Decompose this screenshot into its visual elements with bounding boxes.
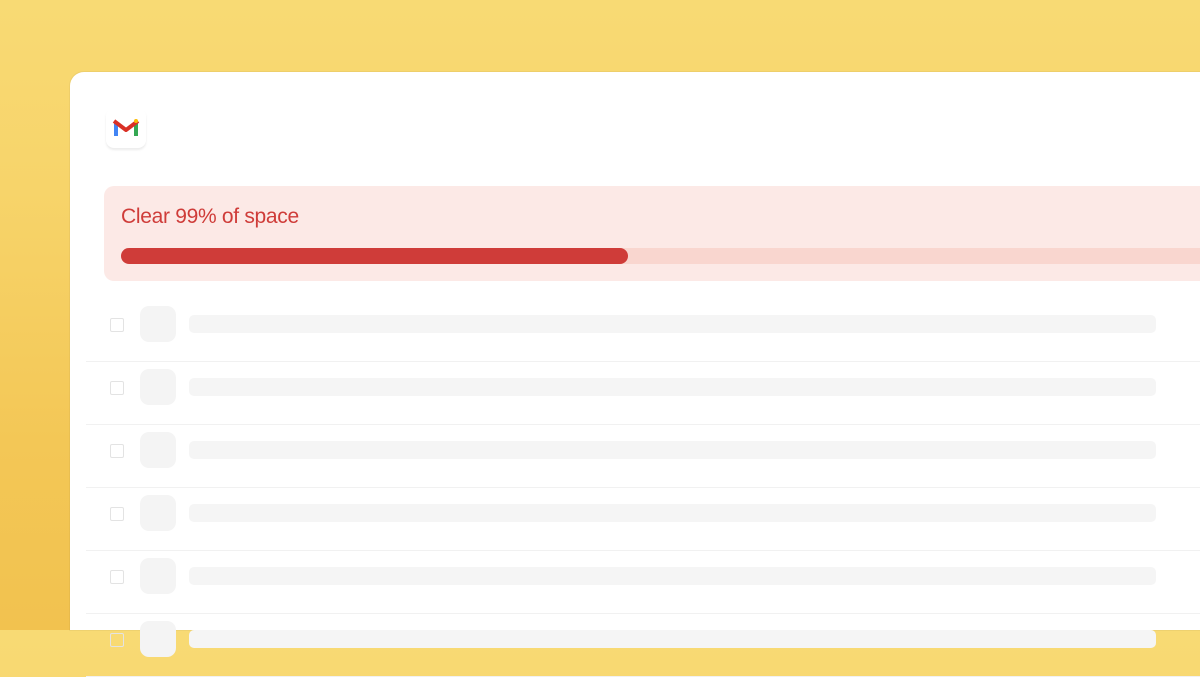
email-row[interactable] [86,613,1200,677]
row-checkbox[interactable] [110,381,124,395]
avatar-placeholder [140,495,176,531]
email-row[interactable] [86,487,1200,551]
avatar-placeholder [140,369,176,405]
row-checkbox[interactable] [110,570,124,584]
gmail-logo [106,108,146,148]
app-window: Clear 99% of space [70,72,1200,677]
row-checkbox[interactable] [110,318,124,332]
text-placeholder [189,567,1156,585]
storage-banner: Clear 99% of space [104,186,1200,281]
email-row[interactable] [86,361,1200,425]
text-placeholder [189,441,1156,459]
text-placeholder [189,315,1156,333]
progress-fill [121,248,629,264]
row-checkbox[interactable] [110,444,124,458]
avatar-placeholder [140,621,176,657]
text-placeholder [189,378,1156,396]
avatar-placeholder [140,558,176,594]
text-placeholder [189,630,1156,648]
email-row[interactable] [86,550,1200,614]
email-row[interactable] [86,424,1200,488]
banner-title: Clear 99% of space [121,205,299,228]
row-checkbox[interactable] [110,633,124,647]
row-checkbox[interactable] [110,507,124,521]
email-row[interactable] [86,298,1200,362]
progress-bar [121,248,1200,264]
text-placeholder [189,504,1156,522]
gmail-icon [112,119,140,136]
avatar-placeholder [140,432,176,468]
avatar-placeholder [140,306,176,342]
